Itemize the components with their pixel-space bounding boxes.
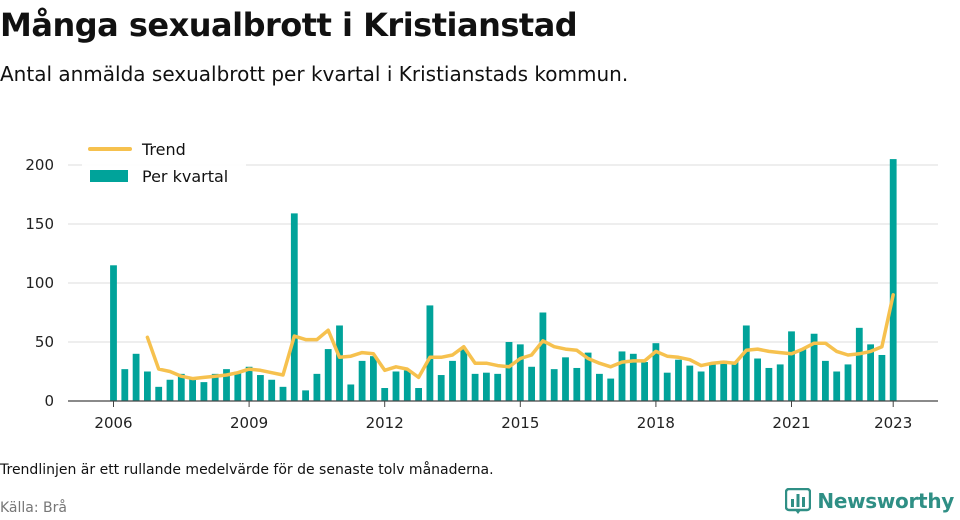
bar xyxy=(302,390,309,401)
chart-title: Många sexualbrott i Kristianstad xyxy=(0,6,578,44)
bar xyxy=(358,360,366,401)
bar-layer xyxy=(110,159,897,401)
bar xyxy=(505,342,513,401)
bar xyxy=(709,363,716,401)
bar xyxy=(460,349,468,401)
bar xyxy=(189,378,196,401)
bar xyxy=(494,373,502,401)
bar xyxy=(663,372,671,401)
bar xyxy=(889,159,897,401)
x-tick-label: 2009 xyxy=(230,414,268,432)
bar xyxy=(629,353,637,401)
bar xyxy=(257,375,264,401)
bar xyxy=(652,343,660,401)
trend-layer xyxy=(145,293,895,381)
bar xyxy=(878,354,886,401)
legend: Trend Per kvartal xyxy=(82,138,246,190)
x-tick-label: 2018 xyxy=(637,414,675,432)
bar xyxy=(844,364,852,401)
bar xyxy=(697,371,705,401)
y-tick-label: 0 xyxy=(44,392,54,410)
bar xyxy=(200,382,208,401)
bar xyxy=(618,351,626,401)
bar xyxy=(381,388,389,401)
bar xyxy=(211,373,219,401)
legend-bars-label: Per kvartal xyxy=(142,167,228,186)
bar xyxy=(245,366,253,401)
bar xyxy=(788,331,795,401)
bar xyxy=(324,349,332,401)
bar xyxy=(641,362,648,401)
x-tick-label: 2023 xyxy=(874,414,912,432)
footnote: Trendlinjen är ett rullande medelvärde f… xyxy=(0,462,494,478)
bar xyxy=(516,344,524,401)
bar xyxy=(584,352,592,401)
bar xyxy=(528,366,535,401)
bar xyxy=(765,367,773,401)
y-tick-label: 50 xyxy=(35,333,54,351)
x-tick-label: 2015 xyxy=(501,414,539,432)
bar xyxy=(483,372,490,401)
source-text: Källa: Brå xyxy=(0,500,67,516)
bar xyxy=(290,213,298,401)
bar xyxy=(867,344,874,401)
bar xyxy=(539,312,547,401)
bar xyxy=(596,373,603,401)
bar xyxy=(415,388,422,401)
bar xyxy=(121,369,129,401)
x-tick-label: 2012 xyxy=(366,414,404,432)
bar xyxy=(754,358,761,401)
bar xyxy=(437,375,445,401)
chart-subtitle: Antal anmälda sexualbrott per kvartal i … xyxy=(0,62,629,86)
bar xyxy=(822,360,829,401)
grid-layer xyxy=(68,164,938,343)
bar xyxy=(731,362,739,401)
bar xyxy=(155,386,163,401)
bar xyxy=(313,373,321,401)
bar xyxy=(799,349,807,401)
bar xyxy=(607,378,615,401)
y-tick-label: 150 xyxy=(25,215,54,233)
bar xyxy=(110,265,117,401)
bar xyxy=(132,353,140,401)
bar xyxy=(223,369,230,401)
legend-bars-swatch xyxy=(90,170,128,182)
bar xyxy=(855,327,863,401)
x-tick-label: 2006 xyxy=(94,414,132,432)
bar xyxy=(144,371,151,401)
brand[interactable]: Newsworthy xyxy=(785,488,954,514)
bar xyxy=(426,305,434,401)
bar xyxy=(279,386,287,401)
bar xyxy=(573,367,581,401)
bar xyxy=(550,369,558,401)
chart-area: 0 50 100 150 200 2006 2009 2012 2015 2018 2021 2023… xyxy=(25,138,938,432)
axis-layer: 0 50 100 150 200 2006 2009 2012 2015 2018 2021 2023 xyxy=(25,156,938,432)
bar xyxy=(562,357,569,401)
bar xyxy=(347,384,355,401)
bar xyxy=(166,379,174,401)
bar xyxy=(833,371,841,401)
bar xyxy=(720,360,728,401)
bar-chart-logo-icon xyxy=(785,488,812,514)
bar xyxy=(403,370,411,401)
bar xyxy=(336,325,343,401)
bar xyxy=(810,333,818,401)
bar xyxy=(471,373,479,401)
brand-name: Newsworthy xyxy=(817,489,954,513)
bar xyxy=(234,371,242,401)
bar xyxy=(177,373,185,401)
bar xyxy=(675,359,682,401)
bar xyxy=(686,365,694,401)
bar xyxy=(742,325,750,401)
bar xyxy=(370,356,377,401)
bar xyxy=(268,379,276,401)
y-tick-label: 100 xyxy=(25,274,54,292)
bar xyxy=(776,364,784,401)
bar xyxy=(449,360,456,401)
x-tick-label: 2021 xyxy=(772,414,810,432)
bar xyxy=(392,371,400,401)
legend-trend-label: Trend xyxy=(141,140,186,159)
trend-line xyxy=(145,293,895,381)
y-tick-label: 200 xyxy=(25,156,54,174)
